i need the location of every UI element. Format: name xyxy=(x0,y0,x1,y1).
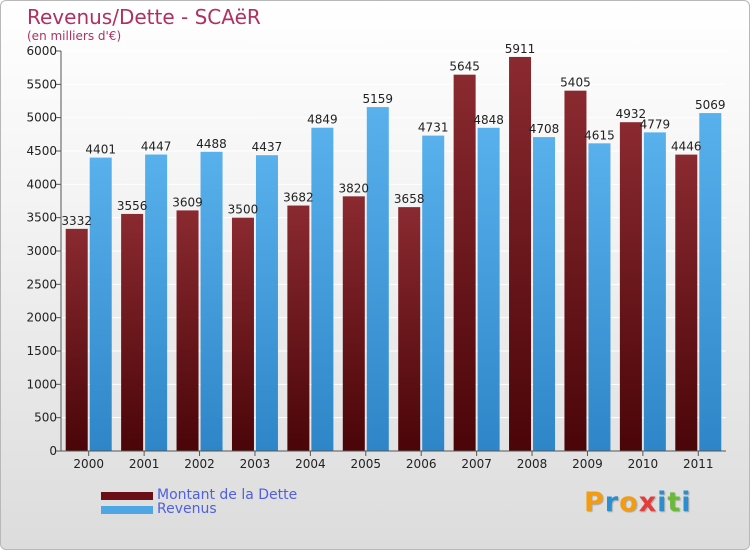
bar-revenue-2004 xyxy=(311,127,334,451)
x-tick-label: 2000 xyxy=(73,457,104,471)
logo-letter: x xyxy=(638,487,658,518)
bar-revenue-2005 xyxy=(366,107,389,452)
axes: 0 500 1000 1500 2000 2500 3000 3500 4000 4500 5000… xyxy=(26,44,726,471)
logo-letter: r xyxy=(604,487,620,518)
proxiti-logo: Proxiti xyxy=(584,487,692,518)
bar-debt-2007 xyxy=(453,74,476,452)
bar-revenue-2007 xyxy=(477,127,500,452)
x-tick-label: 2005 xyxy=(351,457,382,471)
y-tick-label: 500 xyxy=(34,411,57,425)
y-tick-label: 2500 xyxy=(26,277,57,291)
logo-letter: t xyxy=(667,487,682,518)
bar-debt-2005 xyxy=(342,196,365,451)
data-label-revenue-2004: 4849 xyxy=(307,113,338,127)
bar-debt-2003 xyxy=(231,217,254,451)
logo-letter: o xyxy=(619,487,639,518)
x-tick-label: 2002 xyxy=(184,457,215,471)
bar-debt-2008 xyxy=(509,56,532,451)
x-tick-label: 2010 xyxy=(628,457,659,471)
x-tick-label: 2007 xyxy=(461,457,492,471)
y-tick-label: 2000 xyxy=(26,311,57,325)
data-label-debt-2011: 4446 xyxy=(671,140,702,154)
y-tick-label: 4500 xyxy=(26,144,57,158)
data-label-debt-2008: 5911 xyxy=(505,42,536,56)
y-tick-label: 4000 xyxy=(26,177,57,191)
data-label-revenue-2010: 4779 xyxy=(640,117,671,131)
bar-debt-2010 xyxy=(619,122,642,451)
bar-debt-2001 xyxy=(121,213,144,451)
x-tick-label: 2004 xyxy=(295,457,326,471)
data-label-revenue-2005: 5159 xyxy=(363,92,394,106)
data-label-revenue-2001: 4447 xyxy=(141,140,172,154)
data-label-revenue-2008: 4708 xyxy=(529,122,560,136)
bar-revenue-2011 xyxy=(699,113,722,452)
data-labels: 3332 4401 3556 4447 3609 4488 3500 4437 3682 4849… xyxy=(61,42,725,228)
logo-letter: P xyxy=(584,487,605,518)
y-tick-label: 1000 xyxy=(26,377,57,391)
data-label-revenue-2003: 4437 xyxy=(252,140,283,154)
data-label-debt-2001: 3556 xyxy=(117,199,148,213)
bar-debt-2002 xyxy=(176,210,199,451)
data-label-debt-2009: 5405 xyxy=(560,76,591,90)
data-label-debt-2010: 4932 xyxy=(616,107,647,121)
chart-subtitle: (en milliers d'€) xyxy=(27,29,122,43)
data-label-revenue-2000: 4401 xyxy=(85,143,116,157)
data-label-revenue-2002: 4488 xyxy=(196,137,227,151)
bar-revenue-2002 xyxy=(200,151,223,452)
x-tick-label: 2008 xyxy=(517,457,548,471)
data-label-revenue-2011: 5069 xyxy=(695,98,726,112)
y-tick-label: 0 xyxy=(49,444,57,458)
data-label-debt-2000: 3332 xyxy=(61,214,92,228)
logo-letter: i xyxy=(657,487,668,518)
data-label-debt-2006: 3658 xyxy=(394,192,425,206)
data-label-debt-2007: 5645 xyxy=(449,60,480,74)
x-tick-label: 2001 xyxy=(129,457,160,471)
bars xyxy=(65,56,722,452)
y-tick-label: 5500 xyxy=(26,77,57,91)
legend-swatch-debt xyxy=(101,492,153,500)
bar-revenue-2008 xyxy=(533,137,556,451)
data-label-debt-2002: 3609 xyxy=(172,195,203,209)
bar-debt-2011 xyxy=(675,154,698,451)
bar-revenue-2010 xyxy=(643,132,666,451)
data-label-revenue-2007: 4848 xyxy=(473,113,504,127)
y-tick-label: 3500 xyxy=(26,211,57,225)
y-tick-label: 3000 xyxy=(26,244,57,258)
y-tick-label: 5000 xyxy=(26,111,57,125)
bar-revenue-2009 xyxy=(588,143,611,452)
data-label-debt-2003: 3500 xyxy=(228,203,259,217)
bar-debt-2004 xyxy=(287,205,310,451)
data-label-revenue-2009: 4615 xyxy=(584,128,615,142)
y-tick-label: 6000 xyxy=(26,44,57,58)
legend-label-revenue: Revenus xyxy=(157,501,217,517)
chart-title: Revenus/Dette - SCAëR xyxy=(27,5,261,29)
data-label-debt-2005: 3820 xyxy=(339,181,370,195)
bar-revenue-2003 xyxy=(255,155,278,451)
legend-label-debt: Montant de la Dette xyxy=(157,487,298,503)
bar-debt-2006 xyxy=(398,207,421,451)
x-tick-label: 2003 xyxy=(240,457,271,471)
x-tick-label: 2006 xyxy=(406,457,437,471)
bar-revenue-2001 xyxy=(145,154,168,452)
logo-letter: i xyxy=(681,487,692,518)
bar-revenue-2000 xyxy=(89,157,112,451)
data-label-debt-2004: 3682 xyxy=(283,191,314,205)
data-label-revenue-2006: 4731 xyxy=(418,121,449,135)
x-tick-label: 2009 xyxy=(572,457,603,471)
bar-revenue-2006 xyxy=(422,135,445,451)
bar-debt-2009 xyxy=(564,90,587,452)
bar-debt-2000 xyxy=(65,228,88,451)
x-tick-label: 2011 xyxy=(683,457,714,471)
y-tick-label: 1500 xyxy=(26,344,57,358)
legend-swatch-revenue xyxy=(101,506,153,514)
